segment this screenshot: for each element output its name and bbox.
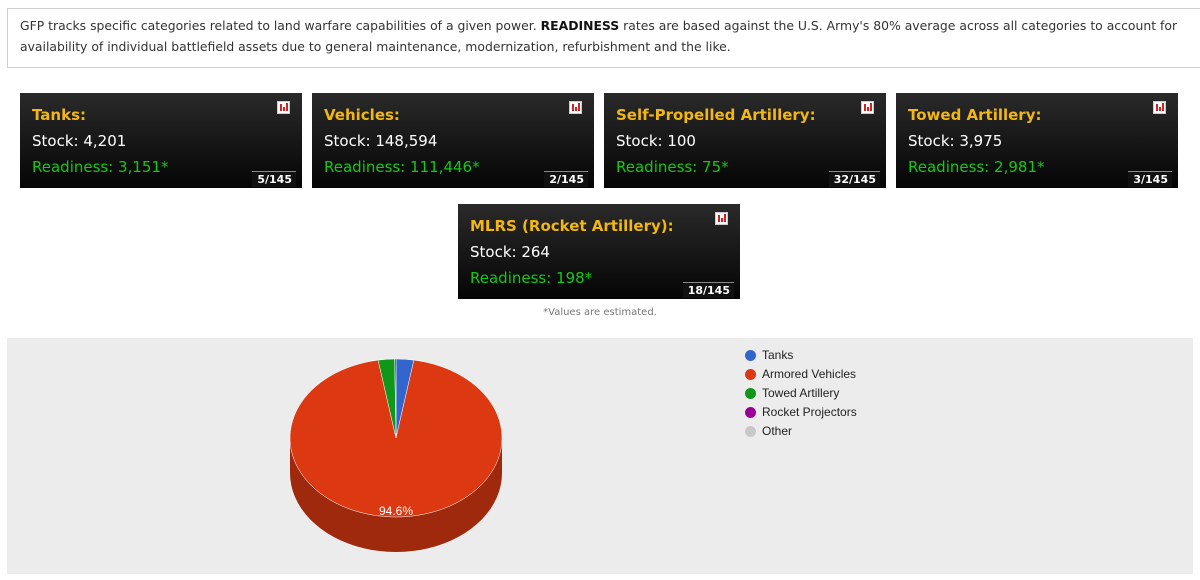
legend-swatch <box>745 387 756 399</box>
card-self-propelled-artillery: Self-Propelled Artillery: Stock: 100 Rea… <box>604 93 886 188</box>
info-text-start: GFP tracks specific categories related t… <box>20 18 541 33</box>
legend-label: Tanks <box>762 348 794 362</box>
legend-label: Other <box>762 424 793 438</box>
legend-swatch <box>745 406 756 418</box>
bar-chart-icon[interactable] <box>715 212 728 225</box>
bar-chart-icon[interactable] <box>861 101 874 114</box>
pie-chart: 94.6% <box>289 358 503 552</box>
info-readiness-keyword: READINESS <box>540 18 620 33</box>
card-title: Self-Propelled Artillery: <box>616 106 816 124</box>
card-stock: Stock: 4,201 <box>32 132 127 150</box>
card-readiness: Readiness: 2,981* <box>908 158 1045 176</box>
bar-chart-icon[interactable] <box>277 101 290 114</box>
card-rank: 3/145 <box>1128 171 1172 187</box>
card-rank: 18/145 <box>682 282 734 298</box>
card-vehicles: Vehicles: Stock: 148,594 Readiness: 111,… <box>312 93 594 188</box>
card-readiness: Readiness: 198* <box>470 269 593 287</box>
legend-item[interactable]: Armored Vehicles <box>745 367 856 381</box>
legend-swatch <box>745 368 756 380</box>
pie-chart-panel: 94.6% Tanks Armored Vehicles Towed Artille… <box>7 338 1193 574</box>
pie-side-armored-vehicles <box>290 438 502 552</box>
legend-label: Armored Vehicles <box>762 367 857 381</box>
pie-slice-armored-vehicles[interactable] <box>289 359 503 518</box>
pie-slice-rocket-projectors[interactable] <box>394 358 397 439</box>
legend-label: Towed Artillery <box>762 386 840 400</box>
legend-label: Rocket Projectors <box>762 405 857 419</box>
card-title: MLRS (Rocket Artillery): <box>470 217 674 235</box>
estimate-note: *Values are estimated. <box>543 307 657 318</box>
card-rank: 5/145 <box>252 171 296 187</box>
card-readiness: Readiness: 3,151* <box>32 158 169 176</box>
card-stock: Stock: 3,975 <box>908 132 1003 150</box>
card-title: Towed Artillery: <box>908 106 1042 124</box>
card-towed-artillery: Towed Artillery: Stock: 3,975 Readiness:… <box>896 93 1178 188</box>
legend-swatch <box>745 349 756 361</box>
info-box: GFP tracks specific categories related t… <box>7 8 1200 68</box>
legend-swatch <box>745 425 756 437</box>
card-stock: Stock: 264 <box>470 243 550 261</box>
card-readiness: Readiness: 75* <box>616 158 729 176</box>
legend-item[interactable]: Rocket Projectors <box>745 405 857 419</box>
legend-item[interactable]: Tanks <box>745 348 793 362</box>
card-readiness: Readiness: 111,446* <box>324 158 480 176</box>
card-mlrs: MLRS (Rocket Artillery): Stock: 264 Read… <box>458 204 740 299</box>
card-stock: Stock: 148,594 <box>324 132 438 150</box>
card-stock: Stock: 100 <box>616 132 696 150</box>
card-rank: 2/145 <box>544 171 588 187</box>
bar-chart-icon[interactable] <box>569 101 582 114</box>
legend-item[interactable]: Towed Artillery <box>745 386 839 400</box>
card-tanks: Tanks: Stock: 4,201 Readiness: 3,151* 5/… <box>20 93 302 188</box>
card-rank: 32/145 <box>828 171 880 187</box>
card-title: Tanks: <box>32 106 87 124</box>
legend-item[interactable]: Other <box>745 424 792 438</box>
bar-chart-icon[interactable] <box>1153 101 1166 114</box>
pie-data-label: 94.6% <box>379 504 413 518</box>
info-text-end: rates are based against the U.S. Army's … <box>20 18 1178 54</box>
card-title: Vehicles: <box>324 106 400 124</box>
